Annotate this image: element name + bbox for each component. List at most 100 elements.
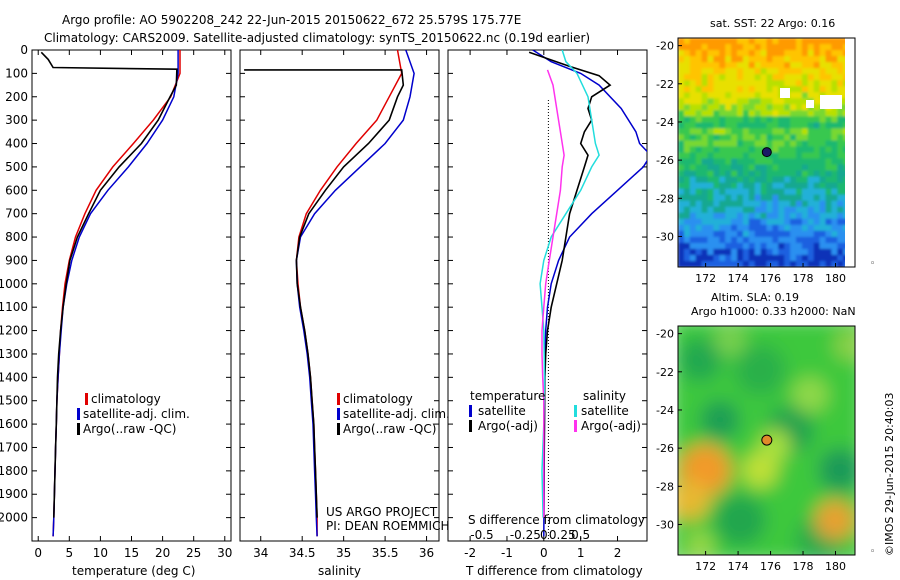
sst-cell bbox=[831, 50, 838, 57]
sst-map-frame bbox=[677, 37, 856, 268]
sst-cell bbox=[766, 98, 773, 105]
sst-cell bbox=[689, 68, 697, 75]
sst-cell bbox=[695, 80, 703, 87]
sst-cell bbox=[778, 158, 785, 166]
sst-cell bbox=[754, 230, 762, 238]
sst-cell bbox=[748, 104, 756, 111]
sst-cell bbox=[760, 116, 768, 123]
sst-cell bbox=[778, 146, 785, 154]
sst-cell bbox=[707, 116, 714, 123]
sst-cell bbox=[807, 188, 815, 196]
sst-cell bbox=[790, 176, 797, 184]
sst-cell bbox=[742, 50, 750, 57]
sst-cell bbox=[707, 92, 714, 99]
legend-label-climatology: climatology bbox=[343, 392, 413, 406]
sst-cell bbox=[713, 152, 720, 160]
y-tick-label: 1000 bbox=[0, 277, 28, 291]
sst-cell bbox=[813, 224, 821, 232]
sst-cell bbox=[778, 200, 785, 208]
sst-cell bbox=[772, 110, 779, 117]
depth-axis: 0 100 200 300 400 500 600 700 800 900 1000 1100 1200… bbox=[0, 43, 231, 525]
sst-cell bbox=[807, 86, 815, 93]
sst-cell bbox=[689, 152, 697, 160]
y-tick-label: 100 bbox=[5, 66, 28, 80]
sst-cell bbox=[683, 86, 691, 93]
sst-cell bbox=[731, 164, 738, 172]
sst-cell bbox=[825, 224, 832, 232]
y-tick-label: 600 bbox=[5, 183, 28, 197]
sla-map: Altim. SLA: 0.19 Argo h1000: 0.33 h2000:… bbox=[656, 291, 875, 573]
y-tick-label: 1200 bbox=[0, 324, 28, 338]
sst-cell bbox=[819, 122, 827, 129]
sst-cell bbox=[784, 242, 791, 250]
sst-cell bbox=[831, 182, 838, 190]
sst-cell bbox=[801, 146, 809, 154]
sst-cell bbox=[748, 248, 756, 256]
sst-cell bbox=[742, 260, 750, 267]
sst-cell bbox=[801, 68, 809, 75]
sst-cell bbox=[766, 122, 773, 129]
sst-cell bbox=[801, 200, 809, 208]
sst-cell bbox=[796, 80, 803, 87]
legend-swatch-satellite bbox=[337, 408, 340, 420]
difference-y-ticks bbox=[448, 49, 647, 519]
sst-cell bbox=[837, 74, 844, 81]
sst-cell bbox=[678, 152, 685, 160]
sst-cell bbox=[683, 140, 691, 148]
sst-cell bbox=[695, 176, 703, 184]
sst-cell bbox=[683, 98, 691, 105]
sst-cell bbox=[707, 206, 714, 214]
sst-cell bbox=[748, 68, 756, 75]
sst-cell bbox=[778, 242, 785, 250]
legend-title-temperature: temperature bbox=[470, 389, 545, 403]
legend-swatch-s-argo bbox=[574, 420, 577, 432]
s-diff-label: S difference from climatology bbox=[468, 513, 645, 527]
sst-cell bbox=[784, 134, 791, 142]
sst-cell bbox=[801, 182, 809, 190]
sst-cell bbox=[754, 146, 762, 154]
sst-cell bbox=[713, 74, 720, 81]
sst-cell bbox=[713, 122, 720, 129]
sst-cell bbox=[772, 158, 779, 166]
sst-cell bbox=[754, 68, 762, 75]
sst-cell bbox=[719, 260, 726, 267]
sst-float-marker bbox=[761, 147, 772, 158]
sst-cell bbox=[689, 146, 697, 154]
sst-cell bbox=[713, 158, 720, 166]
sst-cell bbox=[796, 194, 803, 202]
sst-cell bbox=[784, 98, 791, 105]
sst-cell bbox=[801, 140, 809, 148]
sst-cell bbox=[825, 44, 832, 51]
sst-cell bbox=[825, 62, 832, 69]
sst-cell bbox=[796, 116, 803, 123]
sst-cell bbox=[719, 254, 726, 262]
sst-cell bbox=[707, 176, 714, 184]
sst-cell bbox=[772, 200, 779, 208]
sst-cell bbox=[801, 230, 809, 238]
legend-swatch-climatology bbox=[85, 393, 88, 405]
series-line-argo-raw-qc- bbox=[40, 51, 178, 518]
sst-cell bbox=[695, 206, 703, 214]
sst-cell bbox=[707, 254, 714, 262]
sst-cell bbox=[784, 176, 791, 184]
sst-cell bbox=[742, 230, 750, 238]
sst-cell bbox=[801, 188, 809, 196]
sst-cell bbox=[737, 164, 744, 172]
s-tick-label: -0.5 bbox=[470, 528, 493, 542]
sst-cell bbox=[837, 110, 844, 117]
sst-cell bbox=[819, 44, 827, 51]
sst-cell bbox=[831, 86, 838, 93]
sst-cell bbox=[801, 254, 809, 262]
sst-cell bbox=[778, 44, 785, 51]
sst-cell bbox=[807, 62, 815, 69]
cloud-gap bbox=[780, 88, 790, 98]
sst-cell bbox=[766, 164, 773, 172]
sst-cell bbox=[796, 68, 803, 75]
sst-cell bbox=[837, 56, 844, 63]
salinity-panel: 34 34.5 35 35.5 36 salinity climatology sate… bbox=[239, 49, 450, 578]
sst-cell bbox=[713, 86, 720, 93]
sst-cell bbox=[837, 68, 844, 75]
sst-cell bbox=[766, 50, 773, 57]
sst-cell bbox=[807, 140, 815, 148]
sst-cell bbox=[801, 164, 809, 172]
